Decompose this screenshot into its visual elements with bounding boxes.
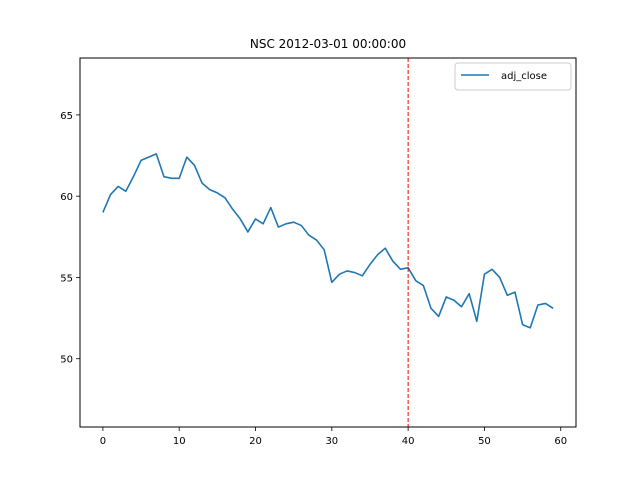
y-tick-label: 60 — [60, 192, 73, 203]
series-line-adj-close — [102, 153, 554, 329]
x-tick-label: 10 — [173, 436, 186, 447]
y-tick-label: 65 — [60, 111, 73, 122]
legend-label-adj-close: adj_close — [501, 71, 547, 82]
plot-area — [102, 58, 554, 427]
x-axis-ticks: 0 10 20 30 40 50 60 — [100, 427, 567, 447]
y-tick-label: 55 — [60, 273, 73, 284]
x-tick-label: 40 — [402, 436, 415, 447]
legend: adj_close — [454, 62, 572, 91]
axes-frame — [79, 57, 577, 428]
x-tick-label: 20 — [249, 436, 262, 447]
x-tick-label: 50 — [478, 436, 491, 447]
x-tick-label: 30 — [325, 436, 338, 447]
y-axis-ticks: 50 55 60 65 — [60, 111, 80, 366]
chart-title: NSC 2012-03-01 00:00:00 — [250, 37, 406, 51]
x-tick-label: 0 — [100, 436, 106, 447]
legend-box — [454, 62, 572, 91]
x-tick-label: 60 — [554, 436, 567, 447]
y-tick-label: 50 — [60, 355, 73, 366]
